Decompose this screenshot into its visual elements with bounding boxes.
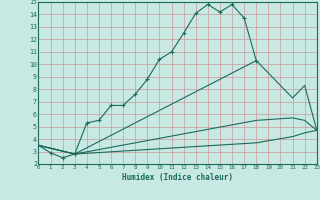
X-axis label: Humidex (Indice chaleur): Humidex (Indice chaleur) [122, 173, 233, 182]
